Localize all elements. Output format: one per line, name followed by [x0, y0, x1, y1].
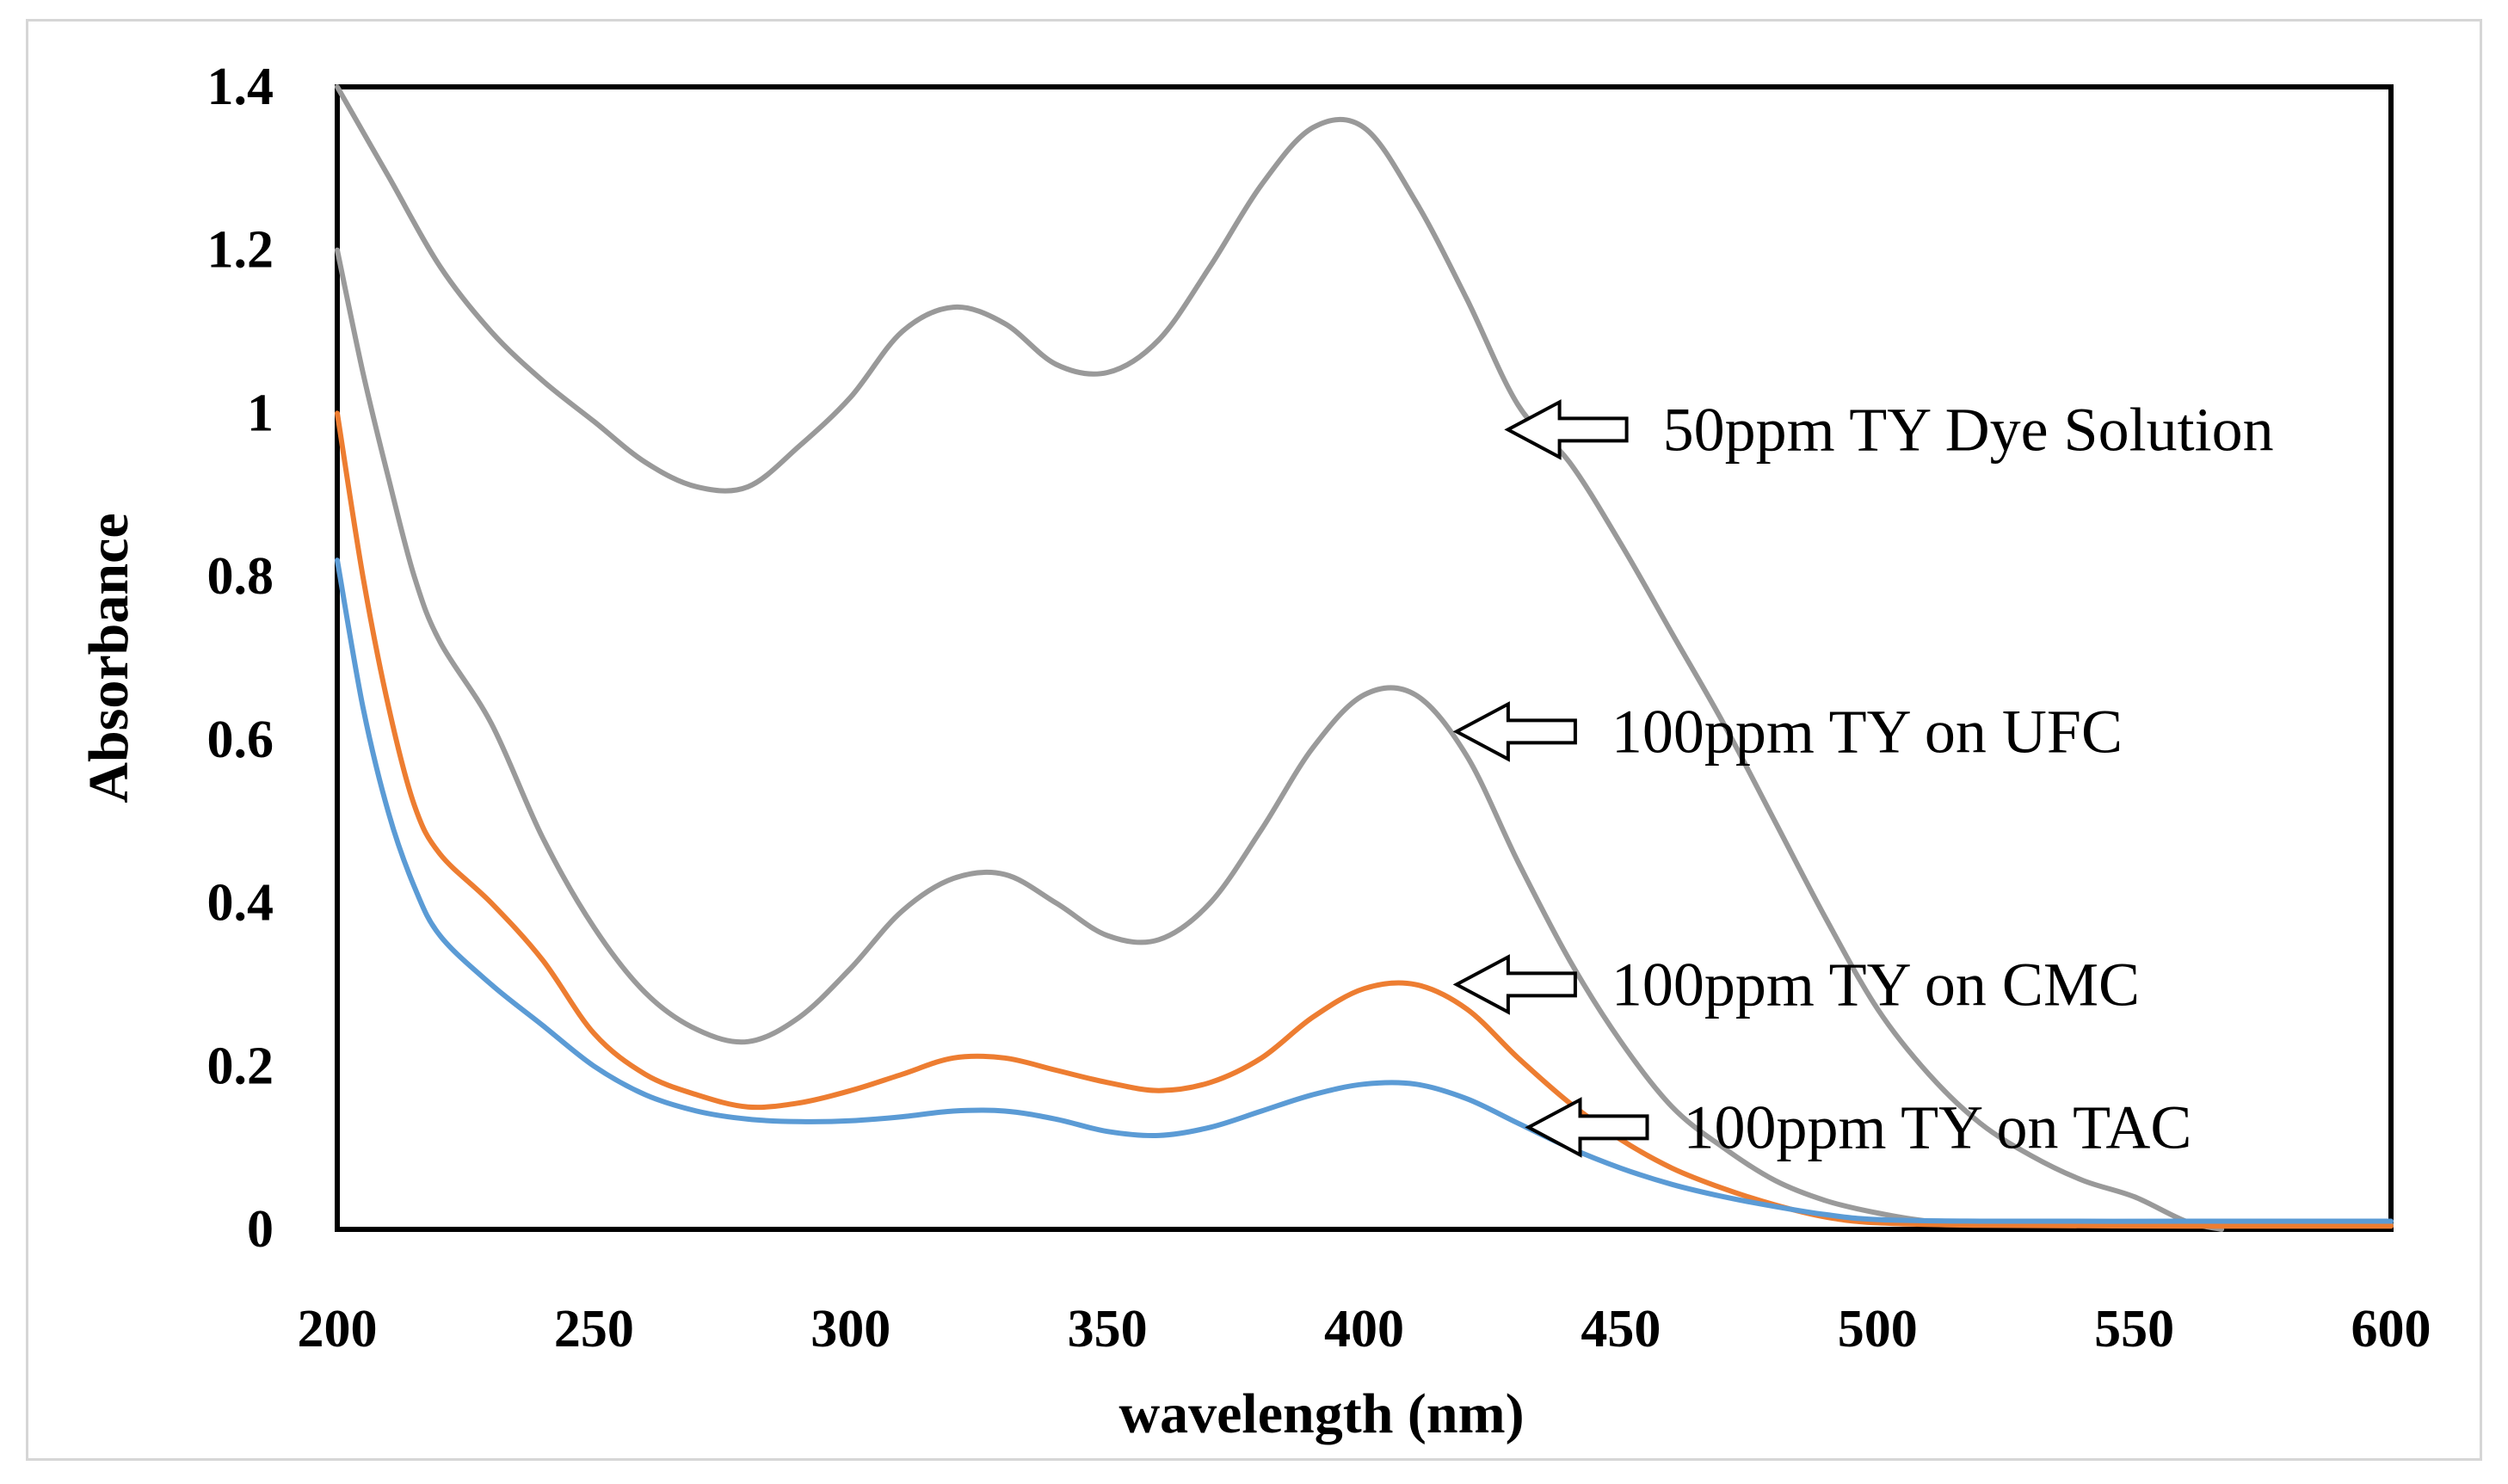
- y-tick-label: 0.2: [207, 1037, 274, 1095]
- y-tick-label: 1.2: [207, 221, 274, 280]
- figure-frame: [26, 19, 2482, 1461]
- y-tick-labels: 0 0.2 0.4 0.6 0.8 1 1.2 1.4: [207, 58, 274, 1259]
- annotation-arrow: [1452, 954, 1577, 1015]
- y-tick-label: 0.4: [207, 874, 274, 933]
- annotation-label: 100ppm TY on TAC: [1683, 1093, 2191, 1161]
- x-tick-label: 250: [554, 1300, 634, 1358]
- annotation-label: 100ppm TY on UFC: [1611, 697, 2123, 766]
- x-tick-label: 350: [1068, 1300, 1148, 1358]
- y-tick-label: 1.4: [207, 58, 274, 116]
- annotation-arrow: [1504, 399, 1629, 460]
- annotation-arrow: [1452, 701, 1577, 762]
- series-line-50ppm-ty-dye-solution: [335, 84, 2225, 1232]
- y-tick-label: 0.6: [207, 711, 274, 769]
- x-tick-label: 550: [2094, 1300, 2174, 1358]
- series-layer: [335, 84, 2394, 1232]
- annotation-label: 100ppm TY on CMC: [1611, 950, 2140, 1019]
- y-tick-label: 0: [247, 1200, 274, 1259]
- x-tick-label: 600: [2351, 1300, 2431, 1358]
- series-line-100ppm-ty-on-tac: [335, 557, 2394, 1224]
- y-tick-label: 0.8: [207, 547, 274, 606]
- annotation-layer: 50ppm TY Dye Solution 100ppm TY on UFC 100…: [1452, 395, 2274, 1161]
- x-tick-label: 200: [298, 1300, 378, 1358]
- y-tick-label: 1: [247, 384, 274, 442]
- series-line-100ppm-ty-on-ufc: [335, 247, 2394, 1228]
- annotation-label: 50ppm TY Dye Solution: [1663, 395, 2274, 464]
- y-axis-title: Absorbance: [77, 513, 140, 803]
- x-tick-label: 400: [1324, 1300, 1404, 1358]
- x-tick-label: 450: [1581, 1300, 1661, 1358]
- x-tick-label: 500: [1838, 1300, 1918, 1358]
- x-axis-title: wavelength (nm): [1118, 1382, 1524, 1445]
- annotation-arrow: [1525, 1097, 1649, 1158]
- x-tick-labels: 200 250 300 350 400 450 500 550 600: [298, 1300, 2431, 1358]
- plot-area: [335, 84, 2394, 1232]
- x-tick-label: 300: [810, 1300, 890, 1358]
